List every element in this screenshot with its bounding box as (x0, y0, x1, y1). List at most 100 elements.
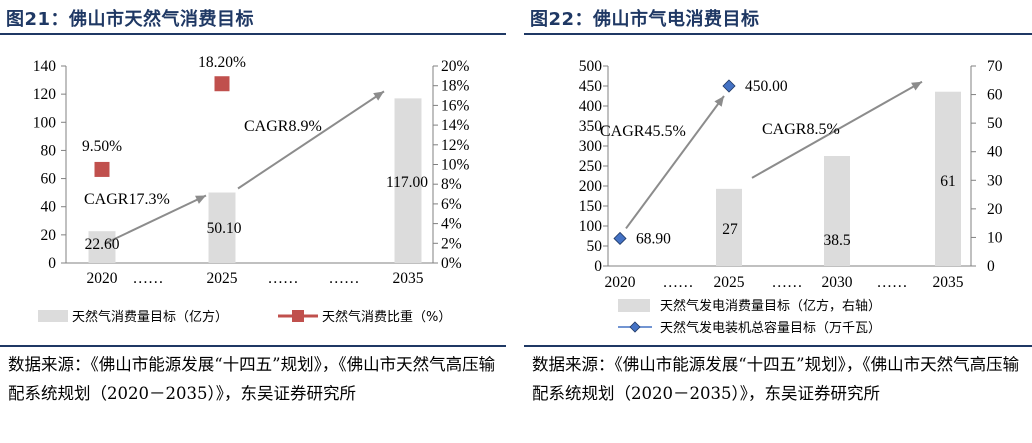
y2-tick-label: 6% (441, 196, 462, 213)
cagr-label: CAGR8.5% (762, 121, 840, 138)
x-tick-label: …… (877, 274, 908, 291)
y-tick-label: 500 (579, 58, 603, 75)
share-value-label: 9.50% (82, 138, 122, 155)
title-rule (524, 33, 1032, 35)
panel-gas-consumption: 图21：佛山市天然气消费目标 0 20 40 60 80 100 120 140 0% 2% 4% 6… (0, 0, 506, 443)
cagr-arrow (625, 95, 725, 230)
y-tick-label: 80 (41, 142, 57, 159)
cagr-arrow (237, 90, 385, 190)
panel-gas-power: 图22：佛山市气电消费目标 0 50 100 150 200 250 300 350 400 45… (524, 0, 1032, 443)
cagr-arrow (751, 80, 923, 179)
bar (935, 91, 961, 266)
y2-tick-label: 0% (441, 255, 462, 272)
x-tick-label: 2030 (822, 274, 853, 291)
source-note: 数据来源：《佛山市能源发展“十四五”规划》，《佛山市天然气高压输配系统规划（20… (532, 355, 1020, 403)
y-tick-label: 450 (579, 78, 603, 95)
y-tick-label: 350 (579, 118, 603, 135)
bar-value-label: 50.10 (207, 220, 242, 237)
figure-title: 图22：佛山市气电消费目标 (530, 9, 760, 30)
source-note: 数据来源：《佛山市能源发展“十四五”规划》，《佛山市天然气高压输配系统规划（20… (8, 355, 496, 403)
capacity-marker (613, 231, 627, 246)
legend-label: 天然气发电消费量目标（亿方，右轴） (660, 298, 881, 314)
bar-value-label: 117.00 (386, 174, 428, 191)
y2-tick-label: 0 (987, 258, 995, 275)
legend-swatch-bar (618, 299, 650, 312)
bar-value-label: 61 (940, 173, 956, 190)
cagr-label: CAGR17.3% (84, 191, 170, 208)
legend-label: 天然气消费量目标（亿方） (72, 309, 228, 325)
y-tick-label: 0 (594, 258, 602, 275)
y-tick-label: 20 (41, 227, 57, 244)
bar (208, 192, 236, 263)
bar (394, 98, 422, 263)
legend-label: 天然气消费比重（%） (322, 309, 451, 325)
y2-tick-label: 14% (441, 117, 470, 134)
arrow-head (714, 96, 724, 107)
x-tick-label: 2025 (714, 274, 745, 291)
y-tick-label: 300 (579, 138, 603, 155)
y2-tick-label: 20 (987, 201, 1003, 218)
share-marker (214, 76, 230, 92)
chart-gas-consumption: 0 20 40 60 80 100 120 140 0% 2% 4% 6% 8% 10% 12% 14% 16%… (33, 54, 470, 325)
x-tick-label: …… (772, 274, 803, 291)
x-tick-label: …… (133, 270, 164, 287)
chart-gas-power: 0501001502002503003504004505000102030405… (579, 58, 1003, 336)
x-tick-label: …… (329, 270, 360, 287)
capacity-value-label: 450.00 (745, 78, 788, 95)
y2-tick-label: 50 (987, 115, 1003, 132)
y-tick-label: 40 (41, 199, 57, 216)
y-tick-label: 60 (41, 171, 57, 188)
x-tick-label: …… (268, 270, 299, 287)
y2-tick-label: 30 (987, 172, 1003, 189)
arrow-head (373, 91, 384, 101)
arrow-head (911, 81, 922, 91)
y2-tick-label: 20% (441, 58, 470, 75)
cagr-label: CAGR8.9% (244, 118, 322, 135)
x-tick-label: 2020 (87, 270, 118, 287)
y2-tick-label: 12% (441, 137, 470, 154)
y-tick-label: 100 (579, 218, 603, 235)
y2-tick-label: 18% (441, 78, 470, 95)
bar-value-label: 27 (722, 221, 738, 238)
bar (824, 156, 850, 266)
y-tick-label: 0 (48, 255, 56, 272)
x-tick-label: 2035 (933, 274, 964, 291)
share-marker (94, 161, 110, 177)
cagr-arrow (105, 194, 207, 244)
y2-tick-label: 2% (441, 235, 462, 252)
source-rule (0, 345, 506, 347)
y-tick-label: 150 (579, 198, 603, 215)
legend-label: 天然气发电装机总容量目标（万千瓦） (660, 320, 881, 336)
x-tick-label: …… (663, 274, 694, 291)
y-tick-label: 120 (33, 86, 57, 103)
y2-tick-label: 60 (987, 87, 1003, 104)
y-tick-label: 100 (33, 114, 57, 131)
bar (716, 188, 742, 266)
arrow-head (195, 195, 206, 204)
legend-swatch-bar (38, 310, 68, 322)
y-tick-label: 200 (579, 178, 603, 195)
capacity-marker (722, 79, 736, 93)
capacity-value-label: 68.90 (636, 230, 671, 247)
x-tick-label: 2035 (393, 270, 424, 287)
y2-tick-label: 10% (441, 157, 470, 174)
y2-tick-label: 16% (441, 97, 470, 114)
figure-title: 图21：佛山市天然气消费目标 (6, 9, 255, 30)
share-value-label: 18.20% (198, 54, 246, 71)
y2-tick-label: 40 (987, 144, 1003, 161)
bar-value-label: 38.5 (823, 232, 850, 249)
legend-swatch-marker (292, 310, 304, 322)
y-tick-label: 400 (579, 98, 603, 115)
x-tick-label: 2025 (207, 270, 238, 287)
y-tick-label: 250 (579, 158, 603, 175)
cagr-label: CAGR45.5% (600, 123, 686, 140)
y-tick-label: 140 (33, 58, 57, 75)
y2-tick-label: 70 (987, 58, 1003, 75)
source-rule (524, 345, 1032, 347)
bar (88, 231, 116, 263)
y2-tick-label: 4% (441, 216, 462, 233)
title-rule (0, 33, 506, 35)
x-tick-label: 2020 (605, 274, 636, 291)
y-tick-label: 50 (587, 238, 603, 255)
legend-swatch-marker (629, 321, 641, 333)
